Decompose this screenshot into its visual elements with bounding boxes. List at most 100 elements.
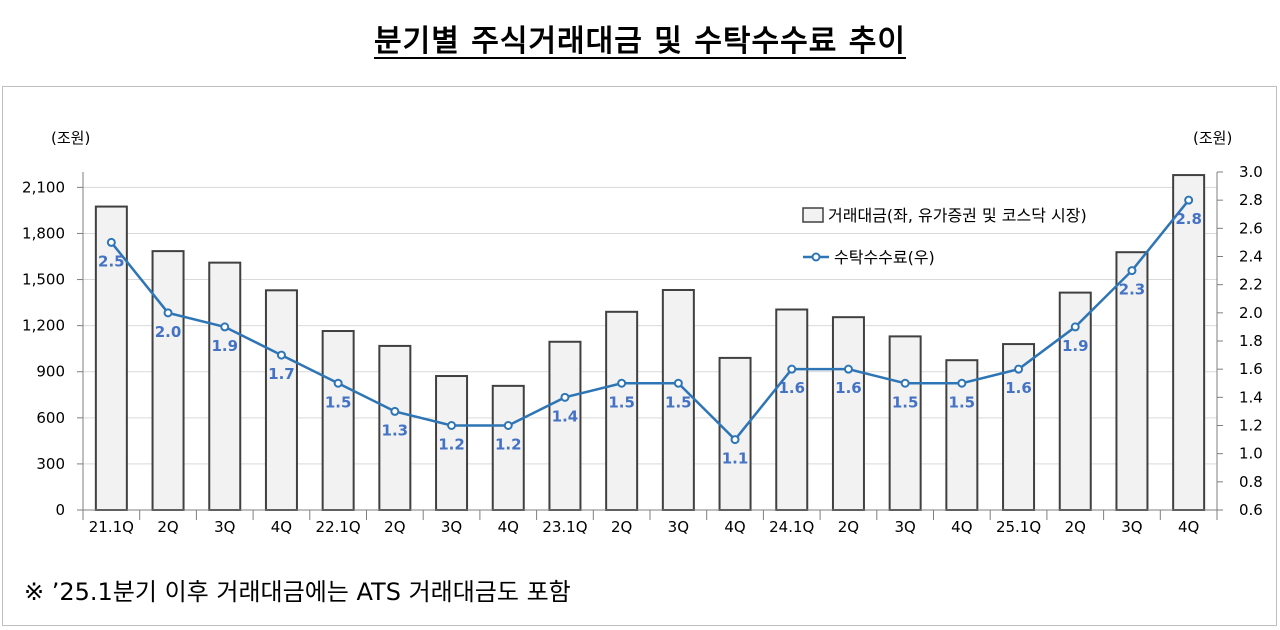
legend-line-marker	[811, 252, 821, 262]
line-point	[106, 237, 116, 247]
right-tick-label: 1.6	[1239, 360, 1263, 378]
bar	[945, 359, 979, 512]
data-label: 1.6	[1005, 379, 1032, 397]
bar	[264, 289, 298, 511]
left-tick-label: 600	[36, 409, 65, 427]
legend-bar-label: 거래대금(좌, 유가증권 및 코스닥 시장)	[828, 206, 1087, 225]
right-tick-label: 2.4	[1239, 248, 1263, 266]
chart-title: 분기별 주식거래대금 및 수탁수수료 추이	[0, 16, 1280, 60]
x-tick-label: 24.1Q	[769, 518, 814, 536]
line-point	[787, 364, 797, 374]
data-label: 2.5	[98, 252, 125, 270]
left-tick-label: 2,100	[22, 178, 65, 196]
footnote: ※ ’25.1분기 이후 거래대금에는 ATS 거래대금도 포함	[24, 578, 571, 606]
data-label: 1.5	[949, 393, 976, 411]
bar	[208, 261, 242, 511]
line-point	[276, 350, 286, 360]
data-label: 1.5	[665, 393, 692, 411]
bar-series	[94, 174, 1206, 512]
line-point	[447, 421, 457, 430]
x-tick-label: 3Q	[1121, 518, 1142, 536]
x-tick-label: 22.1Q	[316, 518, 361, 536]
line-point	[1127, 266, 1137, 276]
fee-line	[110, 199, 1190, 442]
data-label: 1.5	[325, 393, 352, 411]
x-tick-label: 2Q	[384, 518, 405, 536]
bar	[775, 308, 809, 511]
bar	[151, 250, 185, 511]
line-point	[673, 378, 683, 388]
chart-title-text: 분기별 주식거래대금 및 수탁수수료 추이	[374, 24, 906, 59]
legend-line-label: 수탁수수료(우)	[834, 248, 935, 267]
line-point	[617, 378, 627, 388]
left-axis-unit: (조원)	[51, 129, 90, 147]
data-label: 2.0	[155, 323, 182, 341]
x-tick-label: 23.1Q	[542, 518, 587, 536]
data-label: 1.1	[722, 450, 749, 468]
data-label: 2.8	[1175, 210, 1202, 228]
line-point	[1184, 195, 1194, 205]
line-point	[1014, 364, 1024, 374]
bar	[548, 340, 582, 511]
x-tick-label: 4Q	[271, 518, 292, 536]
line-point	[957, 378, 967, 388]
line-point	[220, 322, 230, 332]
right-tick-label: 2.0	[1239, 304, 1263, 322]
data-label: 1.6	[835, 379, 862, 397]
x-tick-label: 3Q	[668, 518, 689, 536]
line-point	[390, 406, 400, 416]
combo-chart: 0 300 600 900 1,200 1,500 1,800 2,100 0.6 0.8 1.0 1…	[22, 129, 1263, 536]
x-tick-label: 3Q	[441, 518, 462, 536]
x-tick-label: 2Q	[1065, 518, 1086, 536]
x-tick-label: 4Q	[498, 518, 519, 536]
bar	[831, 316, 865, 511]
right-tick-label: 1.2	[1239, 417, 1263, 435]
line-point	[333, 378, 343, 388]
data-label: 1.4	[552, 407, 579, 425]
left-tick-label: 1,500	[22, 271, 65, 289]
right-tick-label: 1.0	[1239, 445, 1263, 463]
bar	[605, 310, 639, 511]
right-tick-label: 1.8	[1239, 332, 1263, 350]
line-point	[503, 421, 513, 430]
legend: 거래대금(좌, 유가증권 및 코스닥 시장) 수탁수수료(우)	[802, 206, 1087, 267]
chart-frame: 0 300 600 900 1,200 1,500 1,800 2,100 0.6 0.8 1.0 1…	[2, 86, 1277, 626]
right-tick-label: 3.0	[1239, 163, 1263, 181]
data-label: 1.6	[778, 379, 805, 397]
legend-bar-swatch	[802, 207, 824, 223]
line-point	[1070, 322, 1080, 332]
left-tick-label: 1,800	[22, 224, 65, 242]
data-label: 2.3	[1119, 281, 1146, 299]
x-tick-label: 4Q	[724, 518, 745, 536]
data-labels: 2.5 2.0 1.9 1.7 1.5 1.3 1.2 1.2 1.4 1.5 1.5 1.1 1.6 1…	[98, 210, 1202, 467]
right-tick-label: 0.6	[1239, 501, 1263, 519]
bar	[661, 288, 695, 511]
grid-lines	[83, 186, 1217, 465]
data-label: 1.2	[438, 436, 465, 454]
x-tick-label: 4Q	[1178, 518, 1199, 536]
line-point	[163, 308, 173, 318]
left-tick-label: 300	[36, 455, 65, 473]
bar	[321, 330, 355, 511]
right-tick-label: 2.6	[1239, 219, 1263, 237]
x-tick-label: 3Q	[214, 518, 235, 536]
x-tick-label: 2Q	[838, 518, 859, 536]
bar	[888, 335, 922, 511]
data-label: 1.5	[608, 393, 635, 411]
x-tick-label: 25.1Q	[996, 518, 1041, 536]
line-point	[900, 378, 910, 388]
left-tick-label: 900	[36, 363, 65, 381]
right-axis-unit: (조원)	[1193, 129, 1232, 147]
left-tick-label: 1,200	[22, 317, 65, 335]
line-point	[843, 364, 853, 374]
x-tick-label: 4Q	[951, 518, 972, 536]
data-label: 1.9	[1062, 337, 1089, 355]
line-point	[730, 435, 740, 445]
right-tick-label: 1.4	[1239, 388, 1263, 406]
right-tick-label: 0.8	[1239, 473, 1263, 491]
data-label: 1.3	[382, 421, 409, 439]
bar	[1172, 174, 1206, 511]
right-tick-label: 2.2	[1239, 276, 1263, 294]
data-label: 1.9	[211, 337, 238, 355]
bar	[1115, 251, 1149, 511]
